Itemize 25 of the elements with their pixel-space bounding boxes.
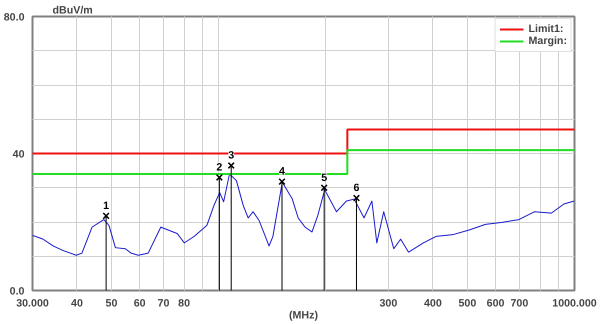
- legend-label: Margin:: [528, 35, 567, 47]
- annotation: 6: [354, 182, 360, 194]
- x-tick-label: 1000.000: [552, 298, 597, 310]
- x-tick-label: 700: [510, 298, 528, 310]
- x-axis-title: (MHz): [289, 310, 318, 322]
- annotation: 2: [216, 161, 222, 174]
- legend-label: Limit1:: [528, 23, 564, 35]
- x-tick-label: 500: [458, 298, 476, 310]
- x-tick-label: 300: [380, 298, 398, 310]
- x-tick-label: 30.000: [16, 298, 49, 310]
- x-tick-label: 50: [106, 298, 118, 310]
- x-tick-label: 70: [158, 298, 170, 310]
- annotation: 3: [228, 149, 234, 162]
- y-tick-label: 0.0: [10, 286, 25, 298]
- x-tick-label: 600: [486, 298, 505, 310]
- annotation: 5: [321, 172, 328, 184]
- y-axis-title: dBuV/m: [52, 4, 93, 16]
- annotation: 4: [279, 166, 286, 178]
- x-tick-label: 60: [134, 298, 146, 310]
- y-tick-label: 40: [12, 148, 25, 160]
- x-tick-label: 80: [178, 298, 190, 310]
- x-tick-label: 40: [71, 298, 83, 310]
- annotation: 1: [103, 200, 110, 212]
- x-tick-label: 400: [424, 298, 442, 310]
- y-tick-label: 80.0: [4, 12, 25, 24]
